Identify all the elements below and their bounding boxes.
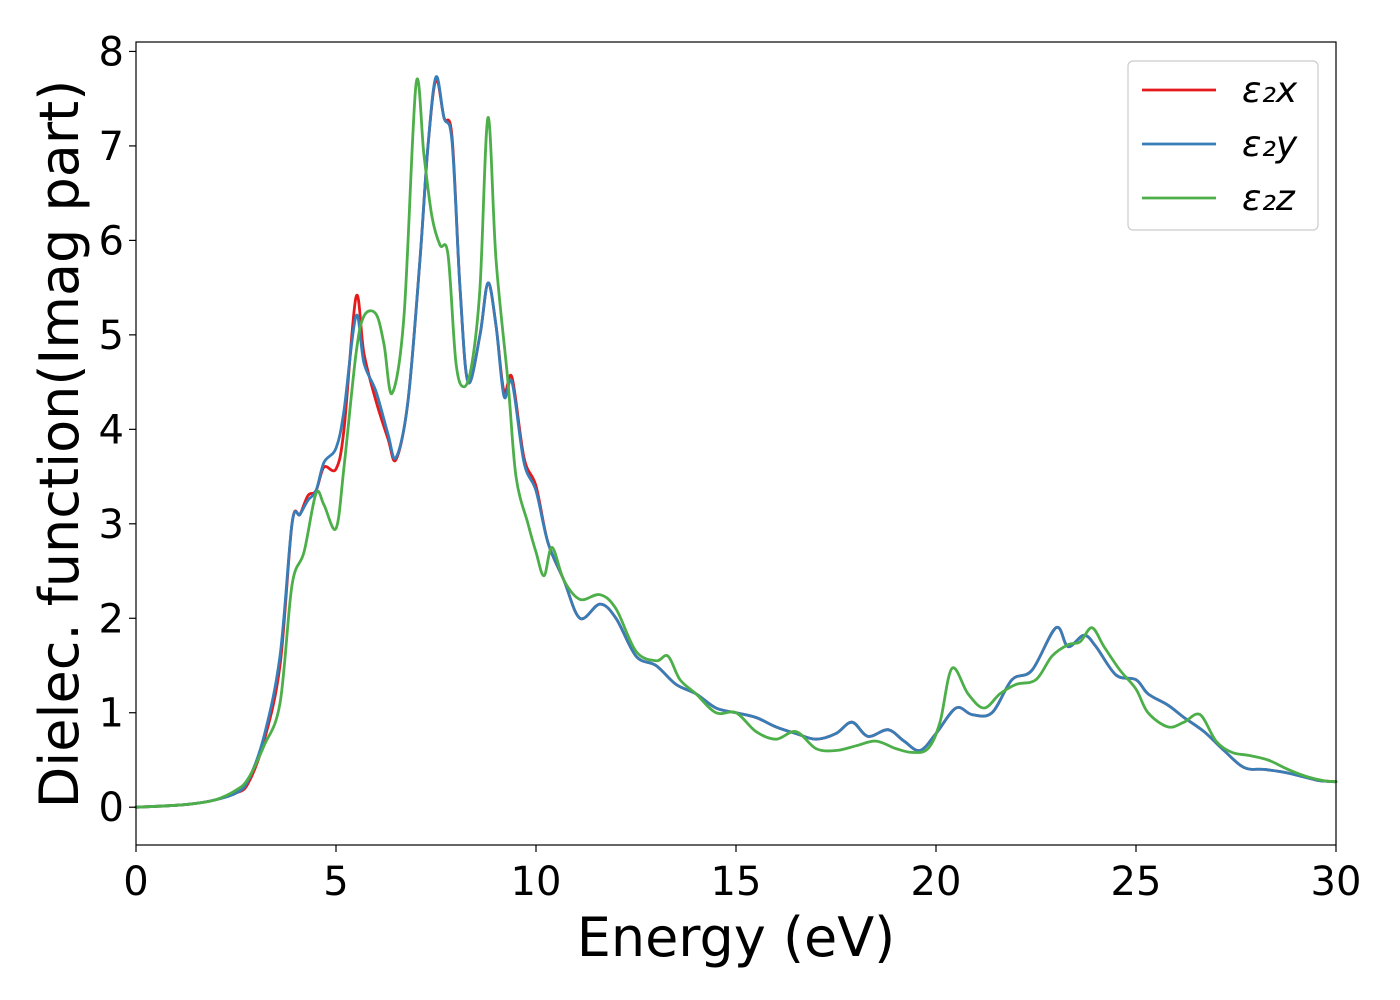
y-axis-ticks: 0 1 2 3 4 5 6 7 8	[99, 29, 136, 831]
series-line-3	[134, 77, 1338, 809]
x-tick-label: 15	[711, 859, 762, 905]
x-tick-label: 10	[511, 859, 562, 905]
x-axis-title: Energy (eV)	[577, 906, 896, 969]
legend-label-1: ε₂x	[1242, 70, 1298, 111]
series-line-2	[134, 75, 1338, 809]
x-tick-label: 30	[1311, 859, 1362, 905]
x-axis-ticks: 0 5 10 15 20 25 30	[123, 845, 1361, 905]
legend: ε₂x ε₂y ε₂z	[1127, 60, 1319, 231]
legend-label-2: ε₂y	[1242, 124, 1298, 165]
legend-box	[1127, 60, 1319, 231]
y-tick-label: 2	[99, 596, 124, 642]
x-tick-label: 0	[123, 859, 148, 905]
y-tick-label: 8	[99, 29, 124, 75]
legend-label-3: ε₂z	[1242, 178, 1296, 219]
x-tick-label: 5	[323, 859, 348, 905]
y-tick-label: 0	[99, 785, 124, 831]
y-tick-label: 7	[99, 124, 124, 170]
y-tick-label: 1	[99, 691, 124, 737]
y-tick-label: 6	[99, 218, 124, 264]
y-tick-label: 5	[99, 313, 124, 359]
series-layer	[134, 75, 1338, 809]
x-tick-label: 20	[911, 859, 962, 905]
y-tick-label: 4	[99, 407, 124, 453]
y-axis-title: Dielec. function(Imag part)	[28, 80, 91, 809]
x-tick-label: 25	[1111, 859, 1162, 905]
y-tick-label: 3	[99, 502, 124, 548]
